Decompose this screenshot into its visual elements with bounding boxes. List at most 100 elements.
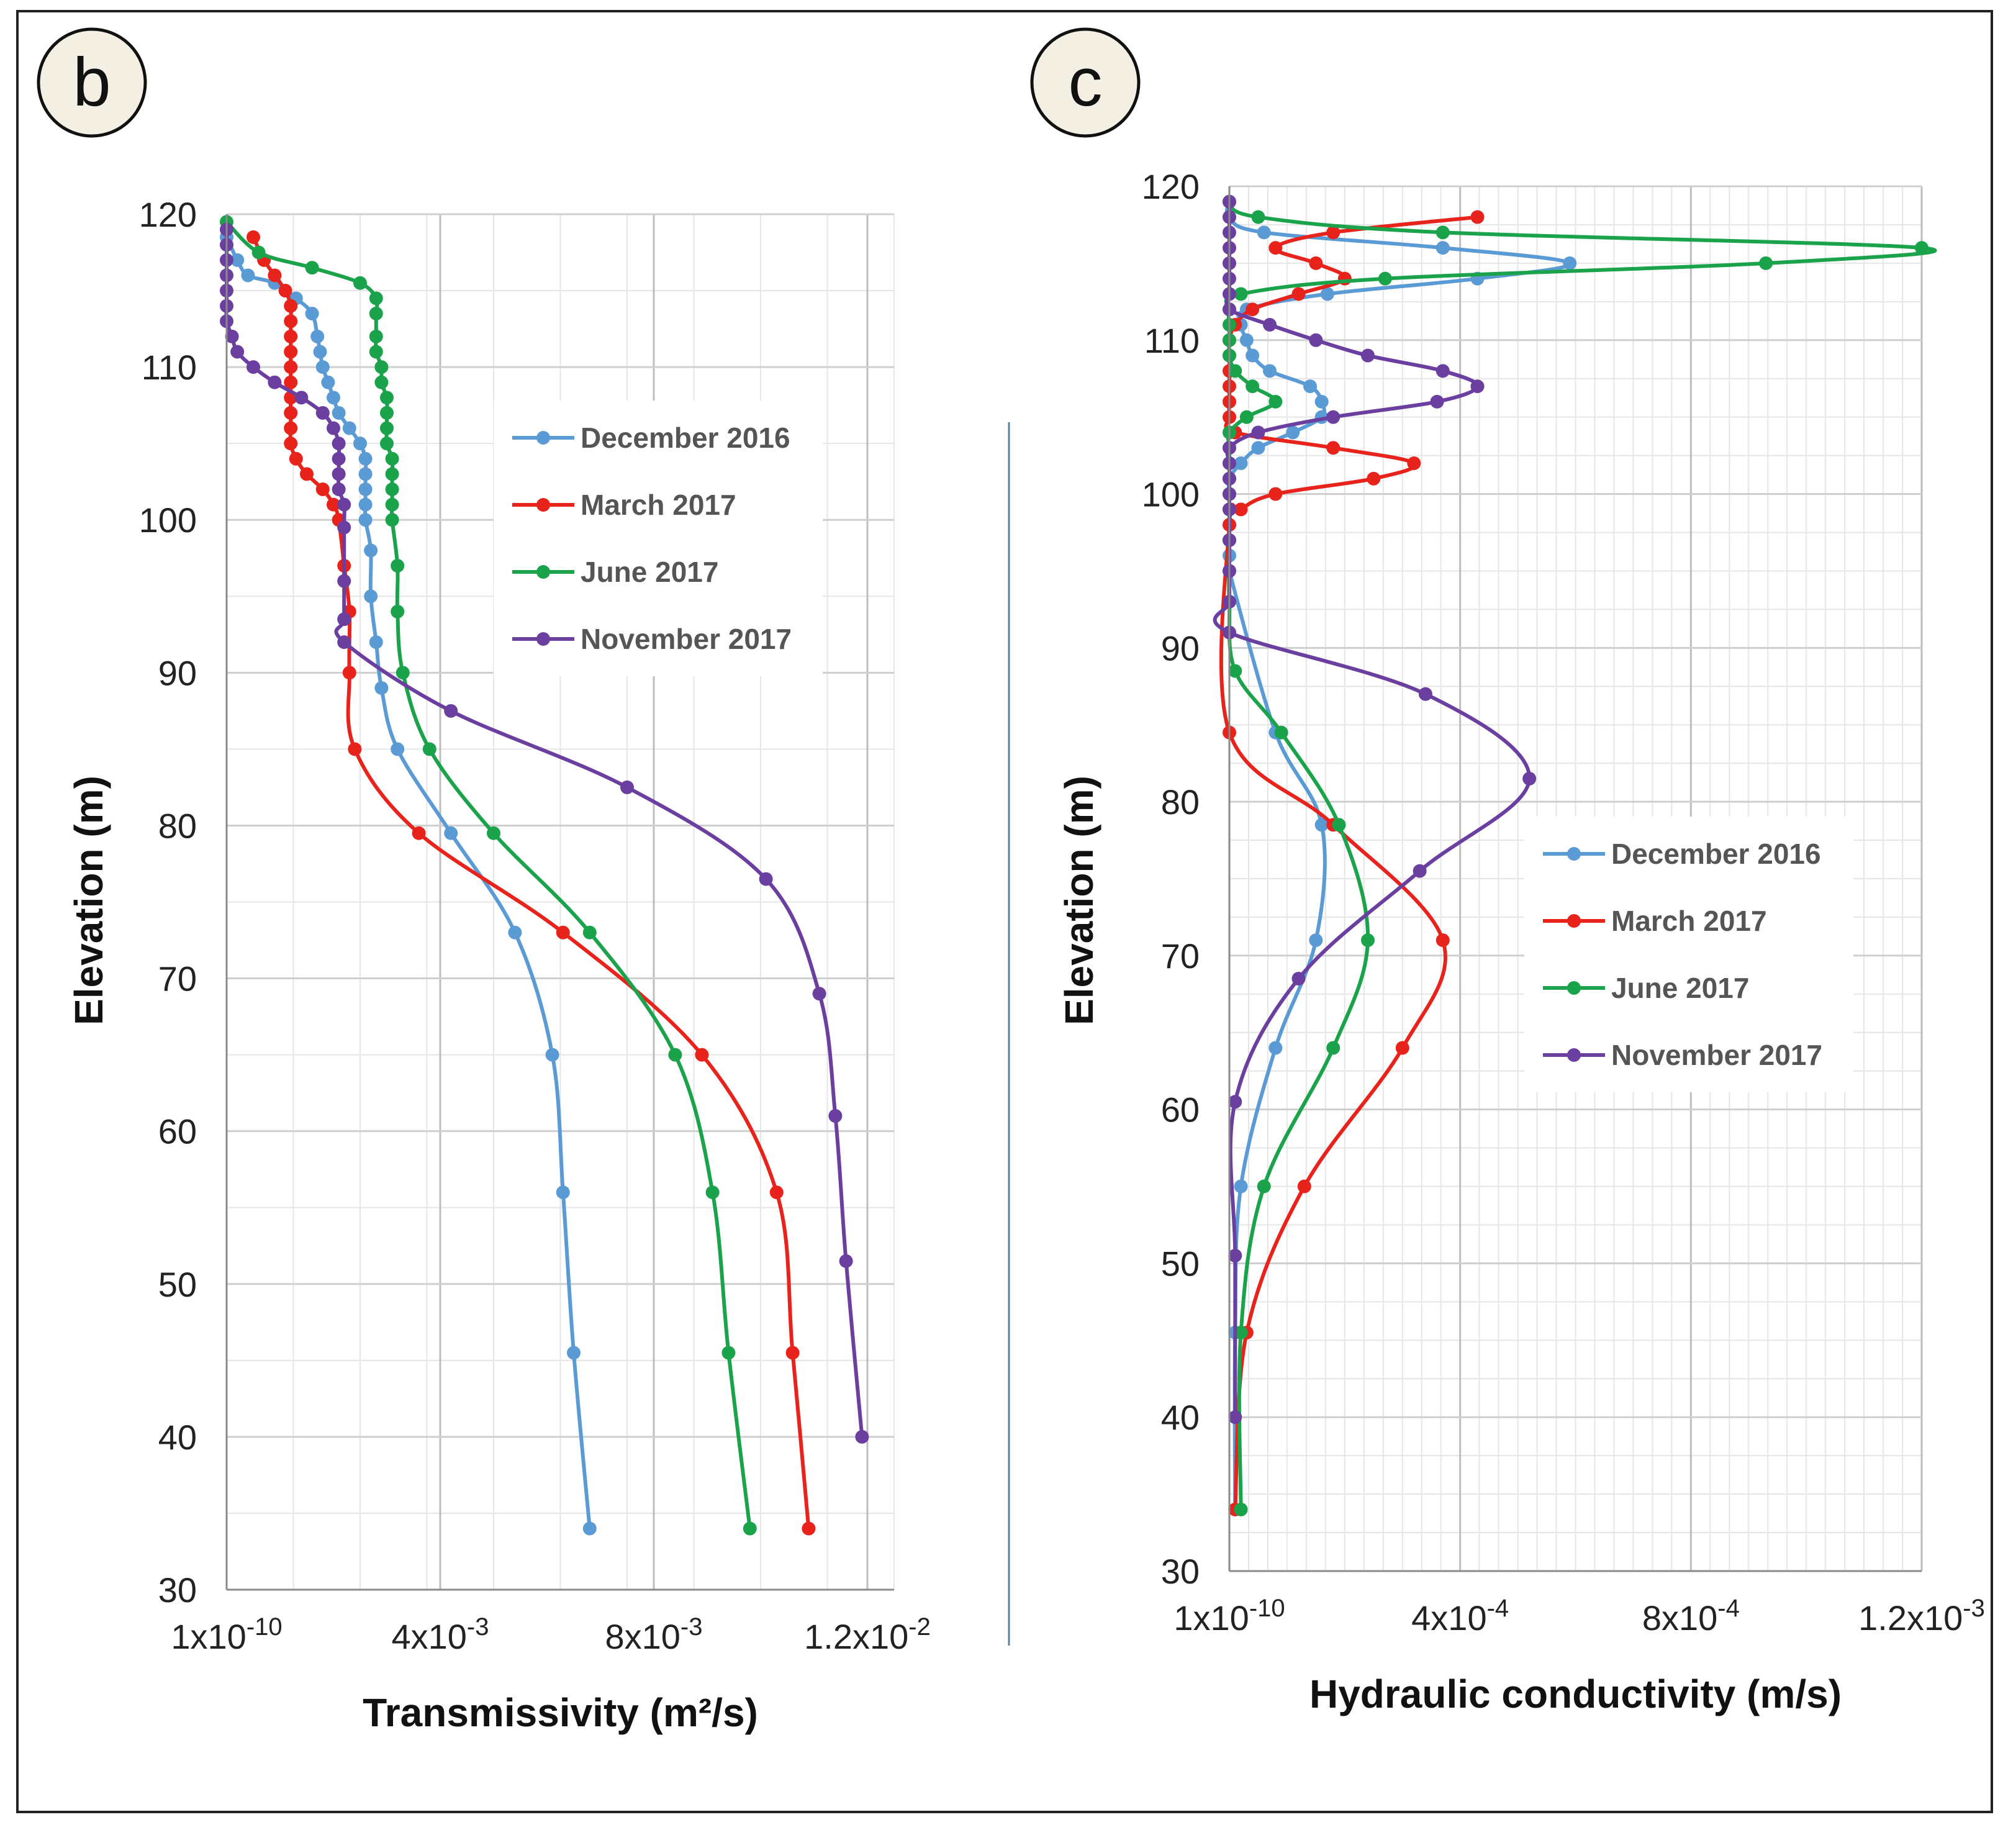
data-point [342,666,356,680]
data-point [1915,241,1928,255]
data-point [1234,502,1248,517]
data-point [1291,972,1306,986]
data-point [1436,241,1450,255]
y-tick-label: 100 [1142,475,1200,514]
y-tick-label: 80 [158,806,197,845]
data-point [1263,318,1277,332]
axes-c: 120 110 100 90 80 70 60 50 40 30 1x10-10 4x10-4 8x10… [1057,167,1985,1716]
data-point [284,405,298,420]
data-point [1436,364,1450,378]
chart-panel-c: 120 110 100 90 80 70 60 50 40 30 1x10-10 4x10-4 8x10… [1057,167,1985,1716]
data-point [1228,664,1242,678]
data-point [508,925,522,940]
x-tick-label: 8x10-4 [1642,1595,1740,1637]
data-point [812,987,826,1001]
y-tick-label: 90 [158,653,197,692]
y-tick-label: 50 [158,1265,197,1304]
data-point [1309,333,1323,347]
data-point [337,497,351,512]
legend-label: November 2017 [1611,1039,1822,1071]
data-point [1246,379,1260,394]
data-point [385,467,399,481]
data-point [1303,379,1318,394]
data-point [380,391,394,405]
data-point [268,268,282,283]
y-tick-label: 70 [158,959,197,999]
legend-swatch-marker [1567,914,1581,928]
data-point [721,1346,736,1360]
legend-swatch-marker [536,431,550,445]
legend-entry: November 2017 [1543,1039,1822,1071]
data-point [1268,394,1283,409]
data-point [342,421,356,435]
data-point [1268,487,1283,501]
data-point [1234,1325,1248,1339]
panel-c-circle [1030,27,1141,138]
data-point [337,612,351,627]
legend-entry: March 2017 [512,489,736,521]
x-axis-title: Hydraulic conductivity (m/s) [1309,1672,1842,1716]
data-point [855,1429,869,1444]
data-point [1395,1041,1409,1055]
data-point [284,345,298,359]
data-point [743,1521,757,1536]
legend-label: June 2017 [1611,972,1749,1004]
data-point [444,704,458,718]
data-point [556,1185,570,1200]
y-axis-title: Elevation (m) [1057,776,1101,1025]
legend-label: March 2017 [581,489,736,521]
data-point [802,1521,816,1536]
y-tick-label: 40 [158,1418,197,1457]
data-point [1234,1179,1248,1194]
data-point [487,826,500,840]
data-point [284,329,298,343]
data-point [278,284,292,298]
data-point [332,451,346,466]
data-point [353,276,367,290]
data-point [1430,394,1444,409]
x-tick-label: 4x10-4 [1411,1595,1509,1637]
legend-entry: March 2017 [1543,905,1767,937]
data-point [1418,687,1432,701]
data-point [284,360,298,374]
data-point [1413,864,1427,878]
data-point [1251,441,1265,455]
legend-swatch-marker [536,565,550,579]
data-point [444,826,458,840]
data-point [358,482,373,496]
data-point [332,467,346,481]
legend-entry: June 2017 [1543,972,1749,1004]
data-point [1234,456,1248,470]
data-point [1563,256,1577,270]
data-point [582,925,597,940]
data-point [315,482,330,496]
data-point [759,872,773,886]
data-point [412,826,426,840]
data-point [1257,1179,1271,1194]
x-tick-label: 1x10-10 [1173,1595,1285,1637]
data-point [374,681,389,695]
data-point [380,421,394,435]
data-point [1314,394,1329,409]
data-point [358,467,373,481]
data-point [391,742,405,756]
legend-entry: November 2017 [512,623,792,655]
data-point [327,421,340,435]
data-point [385,482,399,496]
legend-swatch-marker [1567,981,1581,995]
data-point [839,1254,853,1268]
data-point [391,604,405,618]
data-point [332,405,346,420]
data-point [1234,1502,1248,1516]
legend-swatch-marker [536,498,550,512]
legend-label: December 2016 [1611,838,1821,870]
data-point [567,1346,581,1360]
y-tick-label: 120 [139,195,197,234]
data-point [582,1521,597,1536]
legend-label: December 2016 [581,422,790,454]
legend-entry: December 2016 [1543,838,1821,870]
data-point [1522,771,1537,786]
legend-box [494,401,823,676]
data-point [1291,287,1306,301]
data-point [289,451,303,466]
